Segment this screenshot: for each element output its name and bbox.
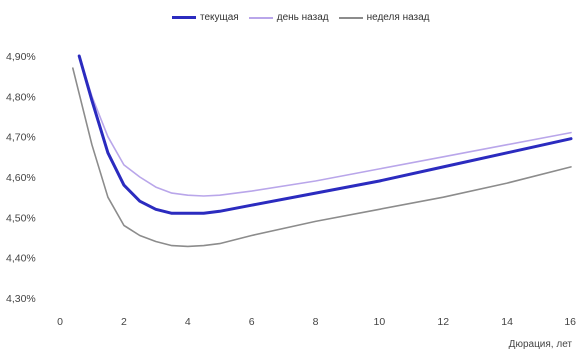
legend-label-day-ago: день назад: [276, 12, 329, 23]
x-tick-label: 14: [501, 316, 513, 328]
x-tick-label: 4: [185, 316, 191, 328]
y-tick-label: 4,40%: [6, 253, 36, 265]
y-tick-label: 4,90%: [6, 51, 36, 63]
legend-item-current: текущая: [172, 12, 239, 23]
legend-item-week-ago: неделя назад: [338, 12, 430, 23]
legend-label-week-ago: неделя назад: [366, 12, 430, 23]
y-tick-label: 4,70%: [6, 132, 36, 144]
x-tick-label: 0: [57, 316, 63, 328]
x-tick-label: 8: [313, 316, 319, 328]
series-line-week-ago: [72, 67, 572, 248]
x-tick-label: 2: [121, 316, 127, 328]
x-tick-label: 16: [564, 316, 576, 328]
series-line-current: [77, 54, 573, 215]
legend-swatch-week-ago: [338, 16, 363, 19]
y-tick-label: 4,80%: [6, 91, 36, 103]
x-tick-label: 10: [374, 316, 386, 328]
legend-label-current: текущая: [200, 12, 239, 23]
x-axis-label: Дюрация, лет: [509, 339, 573, 350]
series-line-day-ago: [78, 55, 572, 197]
y-tick-label: 4,50%: [6, 212, 36, 224]
legend-swatch-current: [172, 16, 196, 19]
y-tick-label: 4,30%: [6, 293, 36, 305]
x-tick-label: 12: [437, 316, 449, 328]
legend: текущая день назад неделя назад: [172, 12, 440, 23]
y-tick-label: 4,60%: [6, 172, 36, 184]
x-tick-label: 6: [249, 316, 255, 328]
legend-item-day-ago: день назад: [248, 12, 329, 23]
legend-swatch-day-ago: [248, 16, 273, 19]
